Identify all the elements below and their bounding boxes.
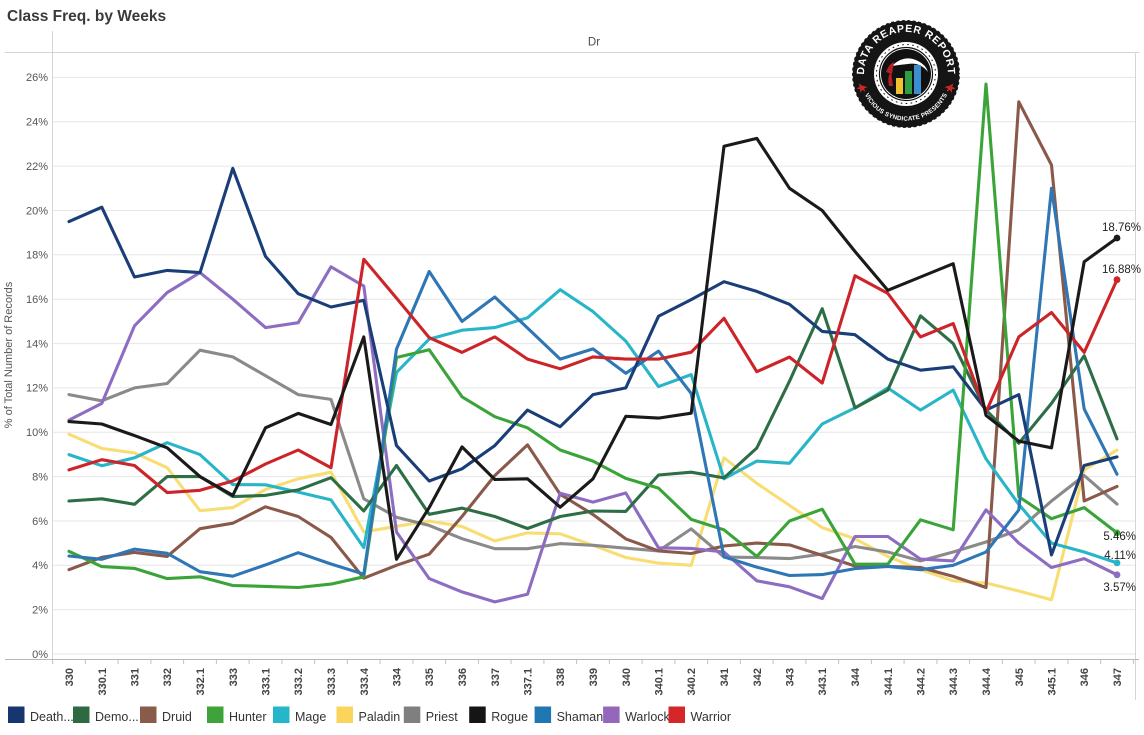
svg-text:330: 330	[64, 668, 76, 686]
svg-text:22%: 22%	[26, 161, 48, 173]
svg-text:14%: 14%	[26, 338, 48, 350]
svg-text:345: 345	[1014, 668, 1026, 686]
svg-text:333.4: 333.4	[359, 667, 371, 695]
svg-text:332.1: 332.1	[195, 668, 207, 696]
svg-text:0%: 0%	[32, 649, 48, 661]
svg-text:Priest: Priest	[426, 710, 458, 724]
svg-text:24%: 24%	[26, 117, 48, 129]
svg-text:Shaman: Shaman	[557, 710, 604, 724]
svg-text:335: 335	[424, 668, 436, 686]
svg-text:Death...: Death...	[30, 710, 74, 724]
svg-text:343.1: 343.1	[817, 668, 829, 696]
svg-text:333: 333	[228, 668, 240, 686]
svg-text:Mage: Mage	[295, 710, 326, 724]
svg-text:346: 346	[1079, 668, 1091, 686]
svg-text:331: 331	[130, 668, 142, 686]
svg-text:347: 347	[1112, 668, 1124, 686]
svg-text:333.2: 333.2	[293, 668, 305, 696]
svg-text:Druid: Druid	[162, 710, 192, 724]
svg-text:4.11%: 4.11%	[1104, 550, 1136, 562]
svg-text:340: 340	[621, 668, 633, 686]
svg-text:5.46%: 5.46%	[1103, 531, 1136, 543]
svg-text:339: 339	[588, 668, 600, 686]
svg-text:344: 344	[850, 667, 862, 686]
svg-text:Paladin: Paladin	[359, 710, 401, 724]
svg-text:8%: 8%	[32, 471, 48, 483]
svg-text:Warlock: Warlock	[625, 710, 670, 724]
svg-text:337.1: 337.1	[523, 668, 535, 696]
svg-text:3.57%: 3.57%	[1103, 582, 1136, 594]
svg-text:18.76%: 18.76%	[1102, 222, 1141, 234]
svg-text:Warrior: Warrior	[691, 710, 732, 724]
svg-text:333.3: 333.3	[326, 668, 338, 696]
svg-text:6%: 6%	[32, 516, 48, 528]
svg-text:344.1: 344.1	[883, 668, 895, 696]
svg-text:12%: 12%	[26, 383, 48, 395]
svg-text:18%: 18%	[26, 250, 48, 262]
svg-text:Class Freq. by Weeks: Class Freq. by Weeks	[7, 8, 166, 25]
svg-text:333.1: 333.1	[261, 668, 273, 696]
svg-text:Hunter: Hunter	[229, 710, 267, 724]
svg-text:20%: 20%	[26, 205, 48, 217]
svg-text:Dr: Dr	[588, 37, 600, 49]
svg-text:16%: 16%	[26, 294, 48, 306]
svg-text:16.88%: 16.88%	[1102, 264, 1141, 276]
svg-text:Rogue: Rogue	[491, 710, 528, 724]
svg-text:343: 343	[785, 668, 797, 686]
svg-text:340.1: 340.1	[654, 668, 666, 696]
svg-text:337: 337	[490, 668, 502, 686]
svg-text:330.1: 330.1	[97, 668, 109, 696]
svg-text:4%: 4%	[32, 560, 48, 572]
svg-text:341: 341	[719, 668, 731, 686]
svg-text:Demo...: Demo...	[95, 710, 139, 724]
svg-text:338: 338	[555, 668, 567, 686]
svg-text:10%: 10%	[26, 427, 48, 439]
svg-text:336: 336	[457, 668, 469, 686]
svg-text:332: 332	[162, 668, 174, 686]
svg-text:% of Total Number of Records: % of Total Number of Records	[3, 281, 15, 428]
svg-text:344.2: 344.2	[916, 668, 928, 696]
svg-text:26%: 26%	[26, 72, 48, 84]
svg-text:2%: 2%	[32, 604, 48, 616]
svg-text:344.3: 344.3	[948, 668, 960, 696]
svg-text:344.4: 344.4	[981, 667, 993, 695]
svg-text:340.2: 340.2	[686, 668, 698, 696]
svg-text:342: 342	[752, 668, 764, 686]
svg-text:334: 334	[392, 667, 404, 686]
svg-text:345.1: 345.1	[1047, 668, 1059, 696]
